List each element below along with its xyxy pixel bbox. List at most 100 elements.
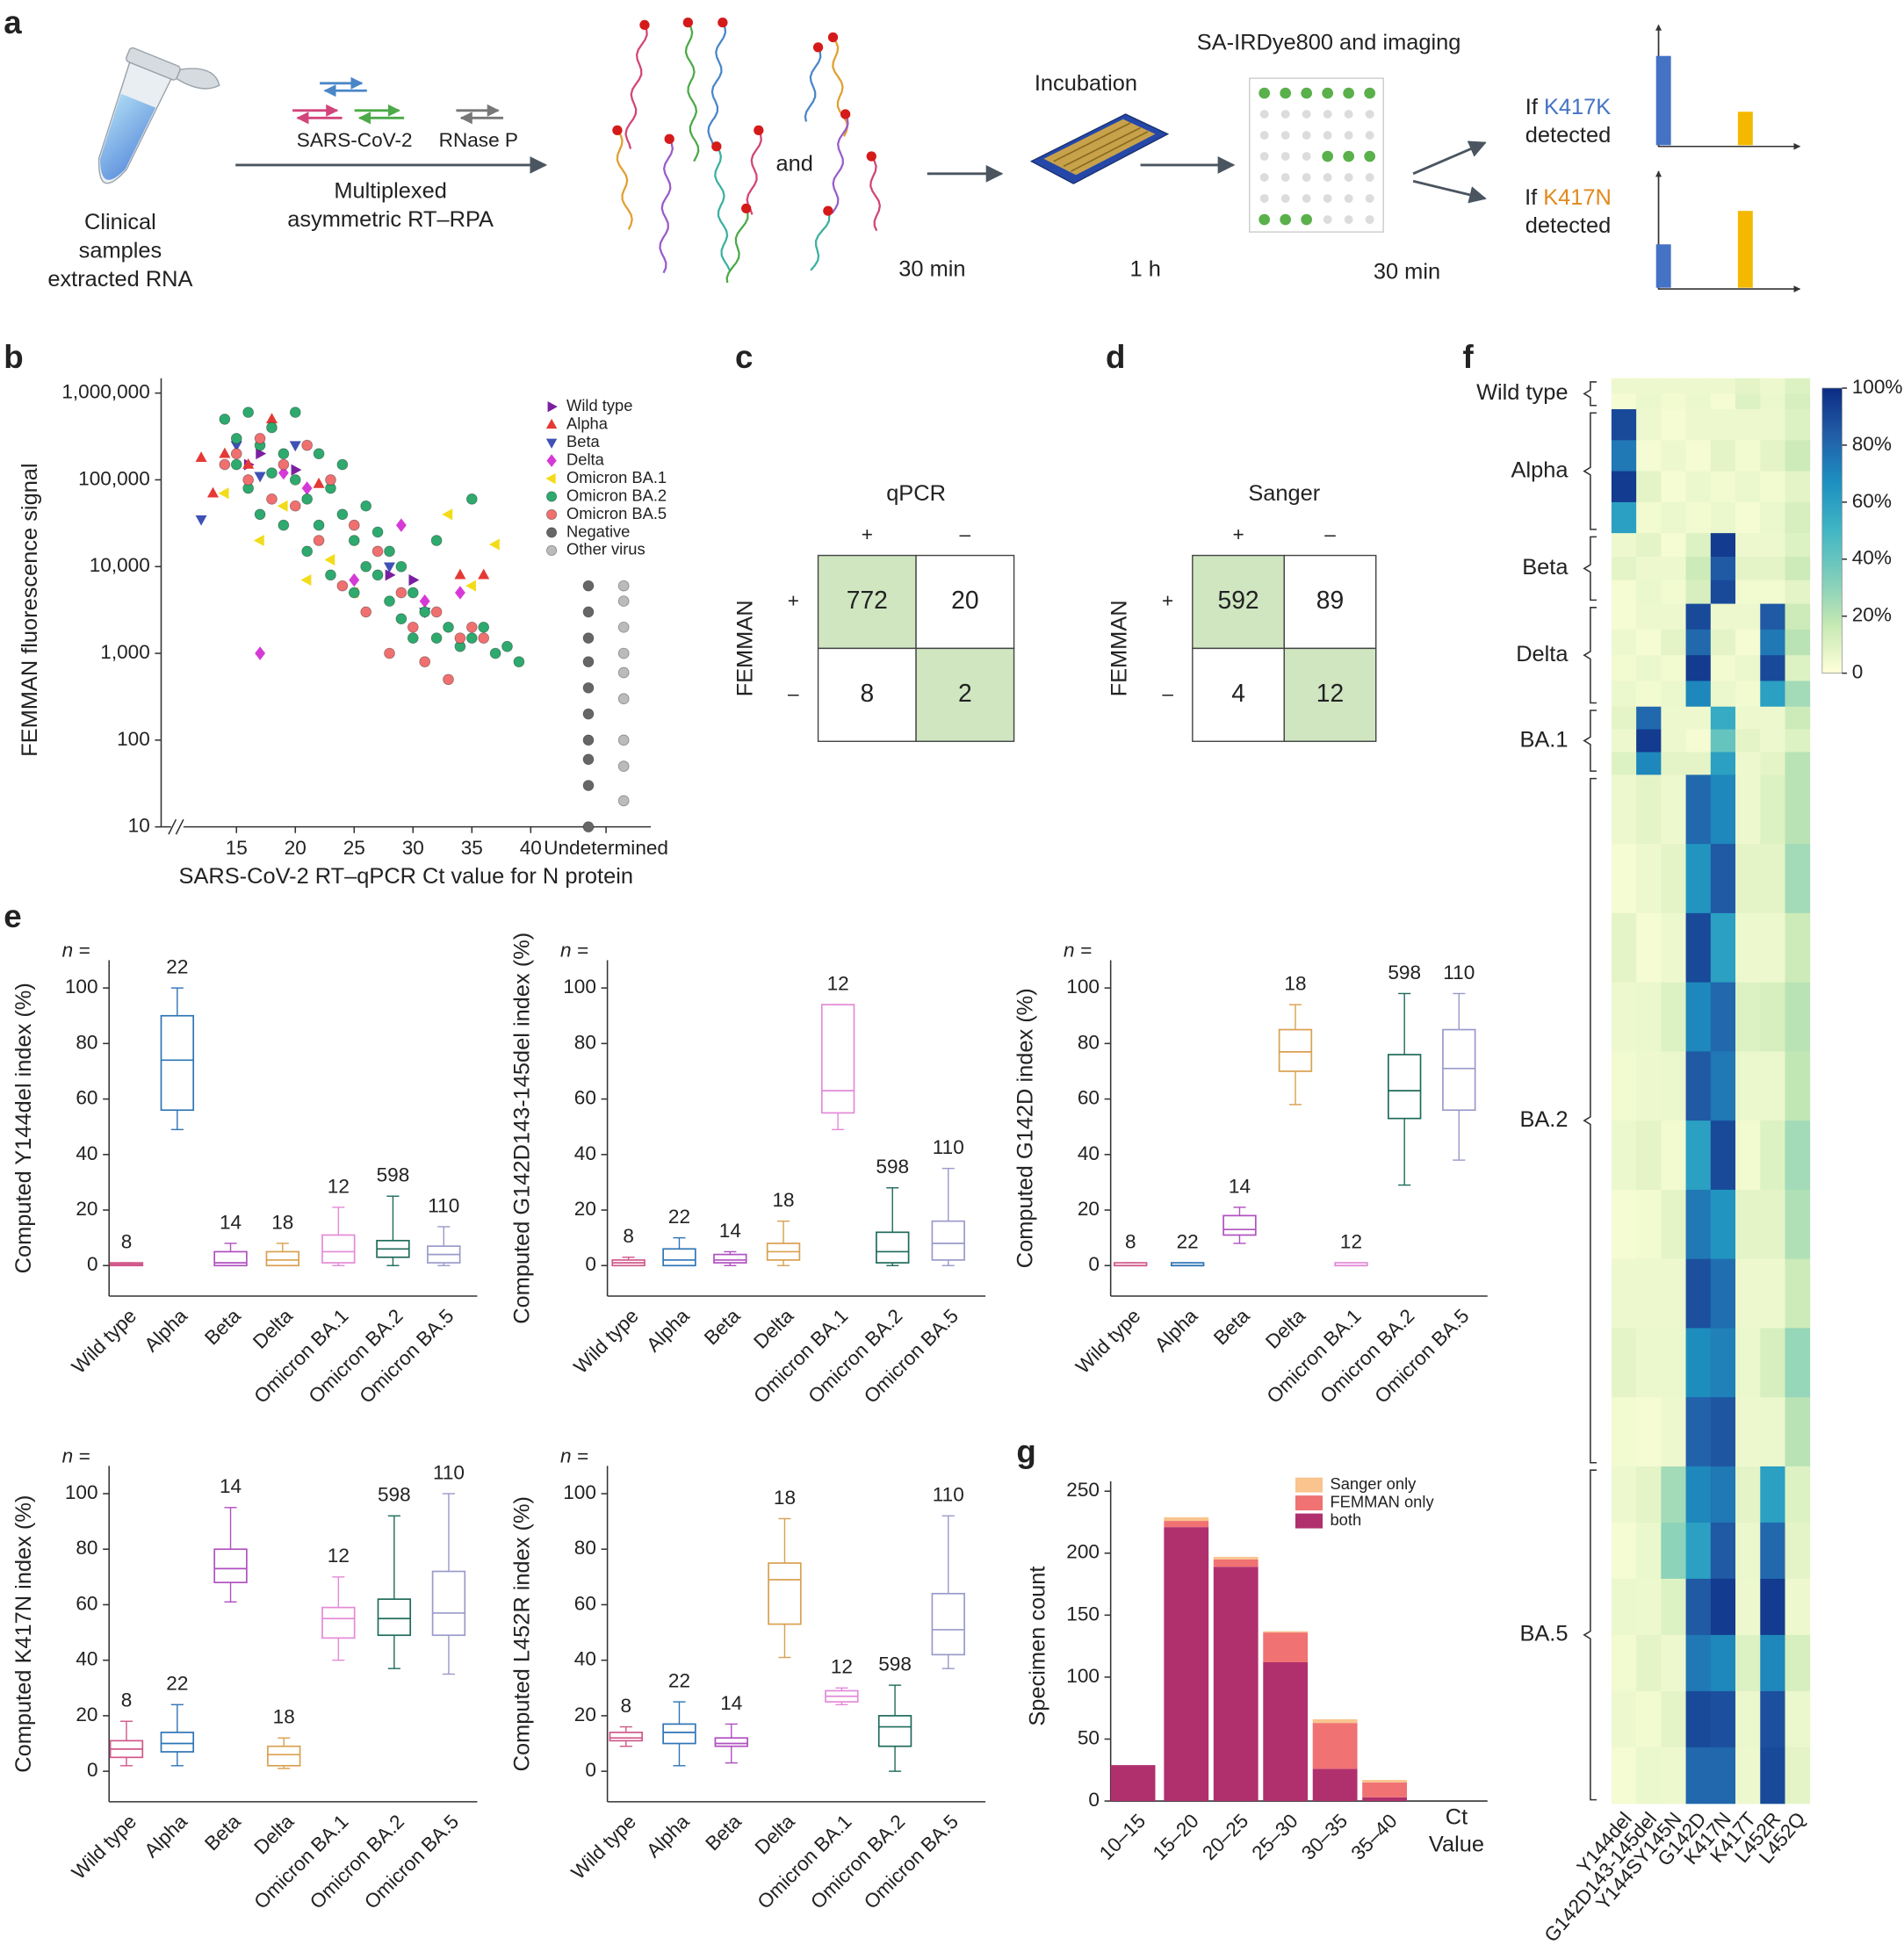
x-tick-label: 15	[226, 837, 248, 859]
heatmap-cell	[1661, 580, 1687, 605]
strand	[804, 47, 822, 122]
chip-wells	[1043, 119, 1156, 176]
legend-label: Omicron BA.5	[566, 504, 667, 522]
heatmap-cell	[1735, 629, 1761, 656]
spot	[1302, 194, 1311, 203]
box	[931, 1592, 965, 1656]
heatmap-cell	[1636, 533, 1662, 558]
heatmap-cell	[1735, 501, 1761, 534]
box	[820, 1004, 855, 1114]
heatmap-cell	[1685, 1189, 1712, 1260]
heatmap-cell	[1735, 1120, 1761, 1191]
n-value: 598	[1388, 962, 1421, 983]
strand	[624, 25, 648, 149]
heatmap-cell	[1760, 603, 1785, 630]
n-label: n =	[62, 940, 90, 962]
point	[430, 606, 443, 618]
heatmap-cell	[1685, 1634, 1712, 1692]
heatmap-cell	[1785, 1051, 1811, 1121]
spot	[1259, 213, 1271, 226]
x-tick-label: Wild type	[68, 1811, 141, 1884]
point	[253, 534, 264, 546]
n-value: 18	[273, 1706, 295, 1728]
box	[768, 1562, 802, 1625]
heatmap-cell	[1661, 1747, 1687, 1805]
strand-label	[664, 133, 674, 144]
spot	[1259, 131, 1269, 140]
matrix-value: 20	[951, 586, 978, 614]
point	[617, 647, 630, 659]
heatmap-cell	[1760, 752, 1785, 775]
heatmap-cell	[1611, 706, 1637, 731]
point	[230, 432, 242, 444]
point	[617, 580, 630, 592]
heatmap-cell	[1685, 912, 1712, 983]
heatmap-cell	[1636, 844, 1662, 914]
point	[348, 519, 360, 531]
outcome-label: detected	[1525, 213, 1611, 238]
legend-label: FEMMAN only	[1330, 1492, 1434, 1510]
panel-label: d	[1106, 339, 1125, 375]
x-tick-label: Omicron BA.5	[860, 1811, 963, 1913]
heatmap-cell	[1710, 1634, 1736, 1692]
point	[325, 474, 336, 486]
heatmap-cell	[1611, 774, 1637, 845]
heatmap-cell	[1785, 393, 1811, 410]
spot	[1364, 150, 1376, 162]
heatmap-cell	[1636, 408, 1662, 441]
heatmap-cell	[1611, 1051, 1637, 1121]
point	[301, 439, 314, 451]
matrix-title: qPCR	[886, 481, 946, 506]
heatmap-cell	[1611, 378, 1637, 394]
spot	[1323, 110, 1332, 119]
y-tick-label: 250	[1066, 1479, 1100, 1501]
point	[348, 535, 360, 546]
spot	[1322, 150, 1334, 162]
heatmap-cell	[1735, 1051, 1761, 1121]
spot	[1301, 213, 1313, 226]
heatmap-cell	[1661, 752, 1687, 775]
y-tick-label: 60	[1078, 1087, 1100, 1109]
spot	[1280, 152, 1290, 161]
box	[931, 1220, 965, 1261]
strand	[831, 113, 849, 214]
heatmap-cell	[1785, 1397, 1811, 1467]
point	[488, 538, 500, 551]
legend-marker	[546, 508, 558, 521]
n-value: 18	[271, 1211, 293, 1233]
heatmap-cell	[1760, 1120, 1785, 1191]
heatmap-cell	[1685, 1690, 1712, 1748]
heatmap-cell	[1760, 844, 1785, 914]
point	[419, 606, 431, 618]
box	[160, 1014, 195, 1112]
x-tick-label: Delta	[249, 1305, 297, 1353]
x-tick-label: Alpha	[1150, 1305, 1202, 1357]
heatmap-cell	[1636, 580, 1662, 605]
heatmap-cell	[1636, 1328, 1662, 1398]
point	[325, 569, 336, 581]
y-tick-label: 80	[76, 1031, 97, 1053]
bar	[1263, 1632, 1309, 1662]
heatmap-cell	[1636, 440, 1662, 472]
y-tick-label: 60	[76, 1592, 97, 1614]
x-tick-label: 40	[520, 837, 542, 859]
heatmap-cell	[1785, 681, 1811, 708]
heatmap-cell	[1661, 440, 1687, 472]
spot	[1344, 173, 1353, 182]
column-label: –	[1324, 523, 1336, 545]
x-axis-label: Ct	[1446, 1805, 1468, 1830]
x-tick-label: Omicron BA.5	[360, 1811, 463, 1913]
x-tick-label: Beta	[1209, 1305, 1254, 1350]
heatmap-cell	[1611, 1522, 1637, 1580]
legend-label: Sanger only	[1330, 1474, 1417, 1493]
legend-swatch	[1295, 1477, 1323, 1493]
point	[582, 780, 595, 791]
spot-array	[1259, 87, 1376, 226]
y-axis-label: Computed G142D143-145del index (%)	[509, 933, 534, 1324]
heatmap-cell	[1636, 1397, 1662, 1467]
legend-marker	[546, 491, 558, 502]
point	[395, 518, 407, 532]
heatmap-cell	[1685, 629, 1712, 656]
n-value: 598	[878, 1653, 912, 1675]
heatmap-cell	[1710, 501, 1736, 534]
